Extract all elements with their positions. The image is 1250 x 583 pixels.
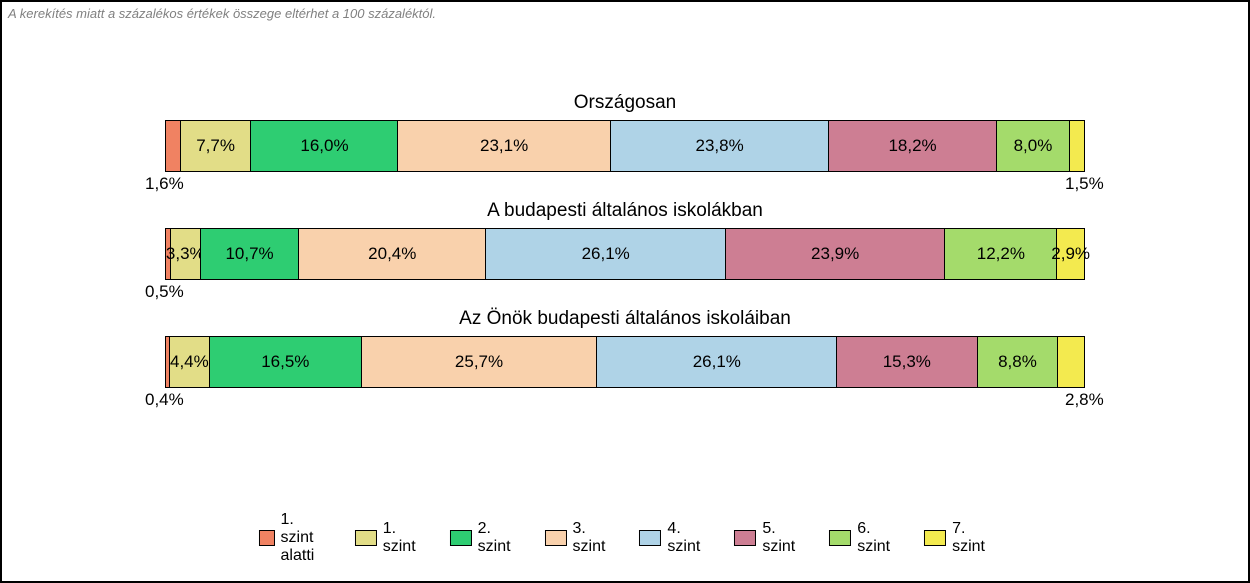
segment-value-label: 16,5% [261,352,309,372]
stacked-bar: 3,3% 10,7% 20,4% 26,1% 23,9% 12,2% 2,9% [165,228,1085,280]
bar-segment-lvl0 [166,121,181,171]
bar-segment-lvl1: 7,7% [181,121,252,171]
segment-value-label: 16,0% [300,136,348,156]
legend-swatch [259,530,275,546]
segment-value-label: 18,2% [888,136,936,156]
chart-row: Országosan1,6%1,5%7,7%16,0%23,1%23,8%18,… [2,92,1248,172]
segment-value-label: 25,7% [455,352,503,372]
legend-swatch [450,530,472,546]
segment-value-label: 10,7% [225,244,273,264]
segment-value-label: 23,8% [696,136,744,156]
legend-swatch [355,530,377,546]
bar-segment-lvl6: 12,2% [945,229,1057,279]
segment-value-label: 26,1% [582,244,630,264]
legend-label: 2. szint [478,520,517,556]
bar-segment-lvl6: 8,8% [978,337,1059,387]
bar-segment-lvl2: 16,5% [210,337,361,387]
bar-segment-lvl2: 16,0% [251,121,398,171]
legend-swatch [924,530,946,546]
legend-swatch [829,530,851,546]
bar-segment-lvl5: 18,2% [829,121,996,171]
legend-item-lvl2: 2. szint [450,520,517,556]
legend-label: 5. szint [762,520,801,556]
legend-item-lvl3: 3. szint [545,520,612,556]
segment-value-label: 8,8% [998,352,1037,372]
legend-item-lvl6: 6. szint [829,520,896,556]
bar-wrap: 0,5%3,3%10,7%20,4%26,1%23,9%12,2%2,9% [165,228,1085,280]
bar-segment-lvl4: 26,1% [486,229,726,279]
legend-item-lvl5: 5. szint [734,520,801,556]
bar-segment-lvl2: 10,7% [201,229,299,279]
segment-value-label: 7,7% [196,136,235,156]
chart-row-title: Az Önök budapesti általános iskoláiban [2,308,1248,330]
segment-value-label-external: 1,6% [145,174,184,194]
segment-value-label: 15,3% [883,352,931,372]
bar-segment-lvl1: 3,3% [171,229,201,279]
segment-value-label-external: 0,4% [145,390,184,410]
bar-segment-lvl7 [1070,121,1084,171]
bar-segment-lvl7: 2,9% [1057,229,1084,279]
segment-value-label: 8,0% [1014,136,1053,156]
chart-row: A budapesti általános iskolákban0,5%3,3%… [2,200,1248,280]
segment-value-label: 23,1% [480,136,528,156]
legend-item-lvl4: 4. szint [639,520,706,556]
legend-item-lvl7: 7. szint [924,520,991,556]
chart-row-title: Országosan [2,92,1248,114]
stacked-bar: 7,7% 16,0% 23,1% 23,8% 18,2% 8,0% [165,120,1085,172]
bar-segment-lvl5: 15,3% [837,337,977,387]
segment-value-label: 4,4% [170,352,209,372]
legend-label: 6. szint [857,520,896,556]
segment-value-label: 23,9% [811,244,859,264]
bar-segment-lvl4: 26,1% [597,337,837,387]
bar-segment-lvl1: 4,4% [170,337,210,387]
bar-segment-lvl3: 20,4% [299,229,486,279]
segment-value-label: 26,1% [693,352,741,372]
footnote-text: A kerekítés miatt a százalékos értékek ö… [8,6,436,21]
segment-value-label-external: 0,5% [145,282,184,302]
legend-item-lvl1: 1. szint [355,520,422,556]
legend-swatch [545,530,567,546]
bar-segment-lvl3: 23,1% [398,121,610,171]
legend: 1. szint alatti 1. szint 2. szint 3. szint 4… [259,511,991,565]
chart-row: Az Önök budapesti általános iskoláiban0,… [2,308,1248,388]
legend-label: 4. szint [667,520,706,556]
legend-swatch [734,530,756,546]
segment-value-label-external: 2,8% [1065,390,1104,410]
legend-item-lvl0: 1. szint alatti [259,511,327,565]
chart-row-title: A budapesti általános iskolákban [2,200,1248,222]
segment-value-label: 20,4% [368,244,416,264]
legend-label: 1. szint [383,520,422,556]
segment-value-label: 12,2% [977,244,1025,264]
charts-area: Országosan 1,6% 1,5% 7,7% 16,0% 23,1% 23,8% 18,… [2,92,1248,416]
legend-label: 1. szint alatti [281,511,327,565]
legend-label: 3. szint [573,520,612,556]
bar-segment-lvl4: 23,8% [611,121,830,171]
bar-segment-lvl3: 25,7% [362,337,598,387]
legend-swatch [639,530,661,546]
segment-value-label-external: 1,5% [1065,174,1104,194]
bar-segment-lvl7 [1058,337,1084,387]
segment-value-label: 2,9% [1051,244,1090,264]
bar-wrap: 1,6%1,5%7,7%16,0%23,1%23,8%18,2%8,0% [165,120,1085,172]
bar-segment-lvl6: 8,0% [997,121,1071,171]
stacked-bar: 4,4% 16,5% 25,7% 26,1% 15,3% 8,8% [165,336,1085,388]
chart-frame: A kerekítés miatt a százalékos értékek ö… [0,0,1250,583]
segment-value-label: 3,3% [166,244,205,264]
bar-wrap: 0,4%2,8%4,4%16,5%25,7%26,1%15,3%8,8% [165,336,1085,388]
bar-segment-lvl5: 23,9% [726,229,945,279]
legend-label: 7. szint [952,520,991,556]
